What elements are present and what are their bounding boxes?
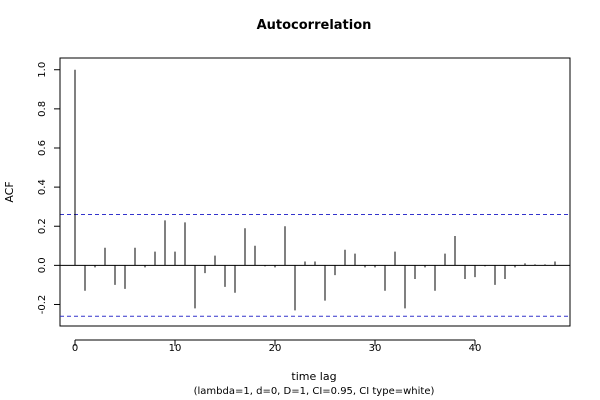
x-tick-label: 0 [72, 343, 78, 354]
chart-caption: (lambda=1, d=0, D=1, CI=0.95, CI type=wh… [194, 386, 435, 397]
chart-title: Autocorrelation [257, 18, 372, 33]
y-tick-label: 1.0 [37, 62, 48, 78]
x-tick-label: 10 [169, 343, 182, 354]
y-tick-label: 0.6 [37, 140, 48, 156]
x-tick-label: 30 [369, 343, 382, 354]
x-tick-label: 40 [469, 343, 482, 354]
y-axis-label: ACF [3, 181, 16, 202]
x-tick-label: 20 [269, 343, 282, 354]
y-axis: -0.2 0.0 0.2 0.4 0.6 0.8 1.0 [37, 62, 61, 315]
y-tick-label: 0.4 [37, 179, 48, 195]
x-axis-label: time lag [291, 370, 336, 383]
y-tick-label: -0.2 [37, 295, 48, 315]
x-axis: 0 10 20 30 40 [72, 339, 482, 354]
y-tick-label: 0.2 [37, 218, 48, 234]
acf-bars [74, 69, 556, 311]
confidence-band-layer [60, 213, 570, 317]
plot-frame [59, 57, 571, 327]
y-tick-label: 0.8 [37, 101, 48, 117]
y-tick-label: 0.0 [37, 257, 48, 273]
